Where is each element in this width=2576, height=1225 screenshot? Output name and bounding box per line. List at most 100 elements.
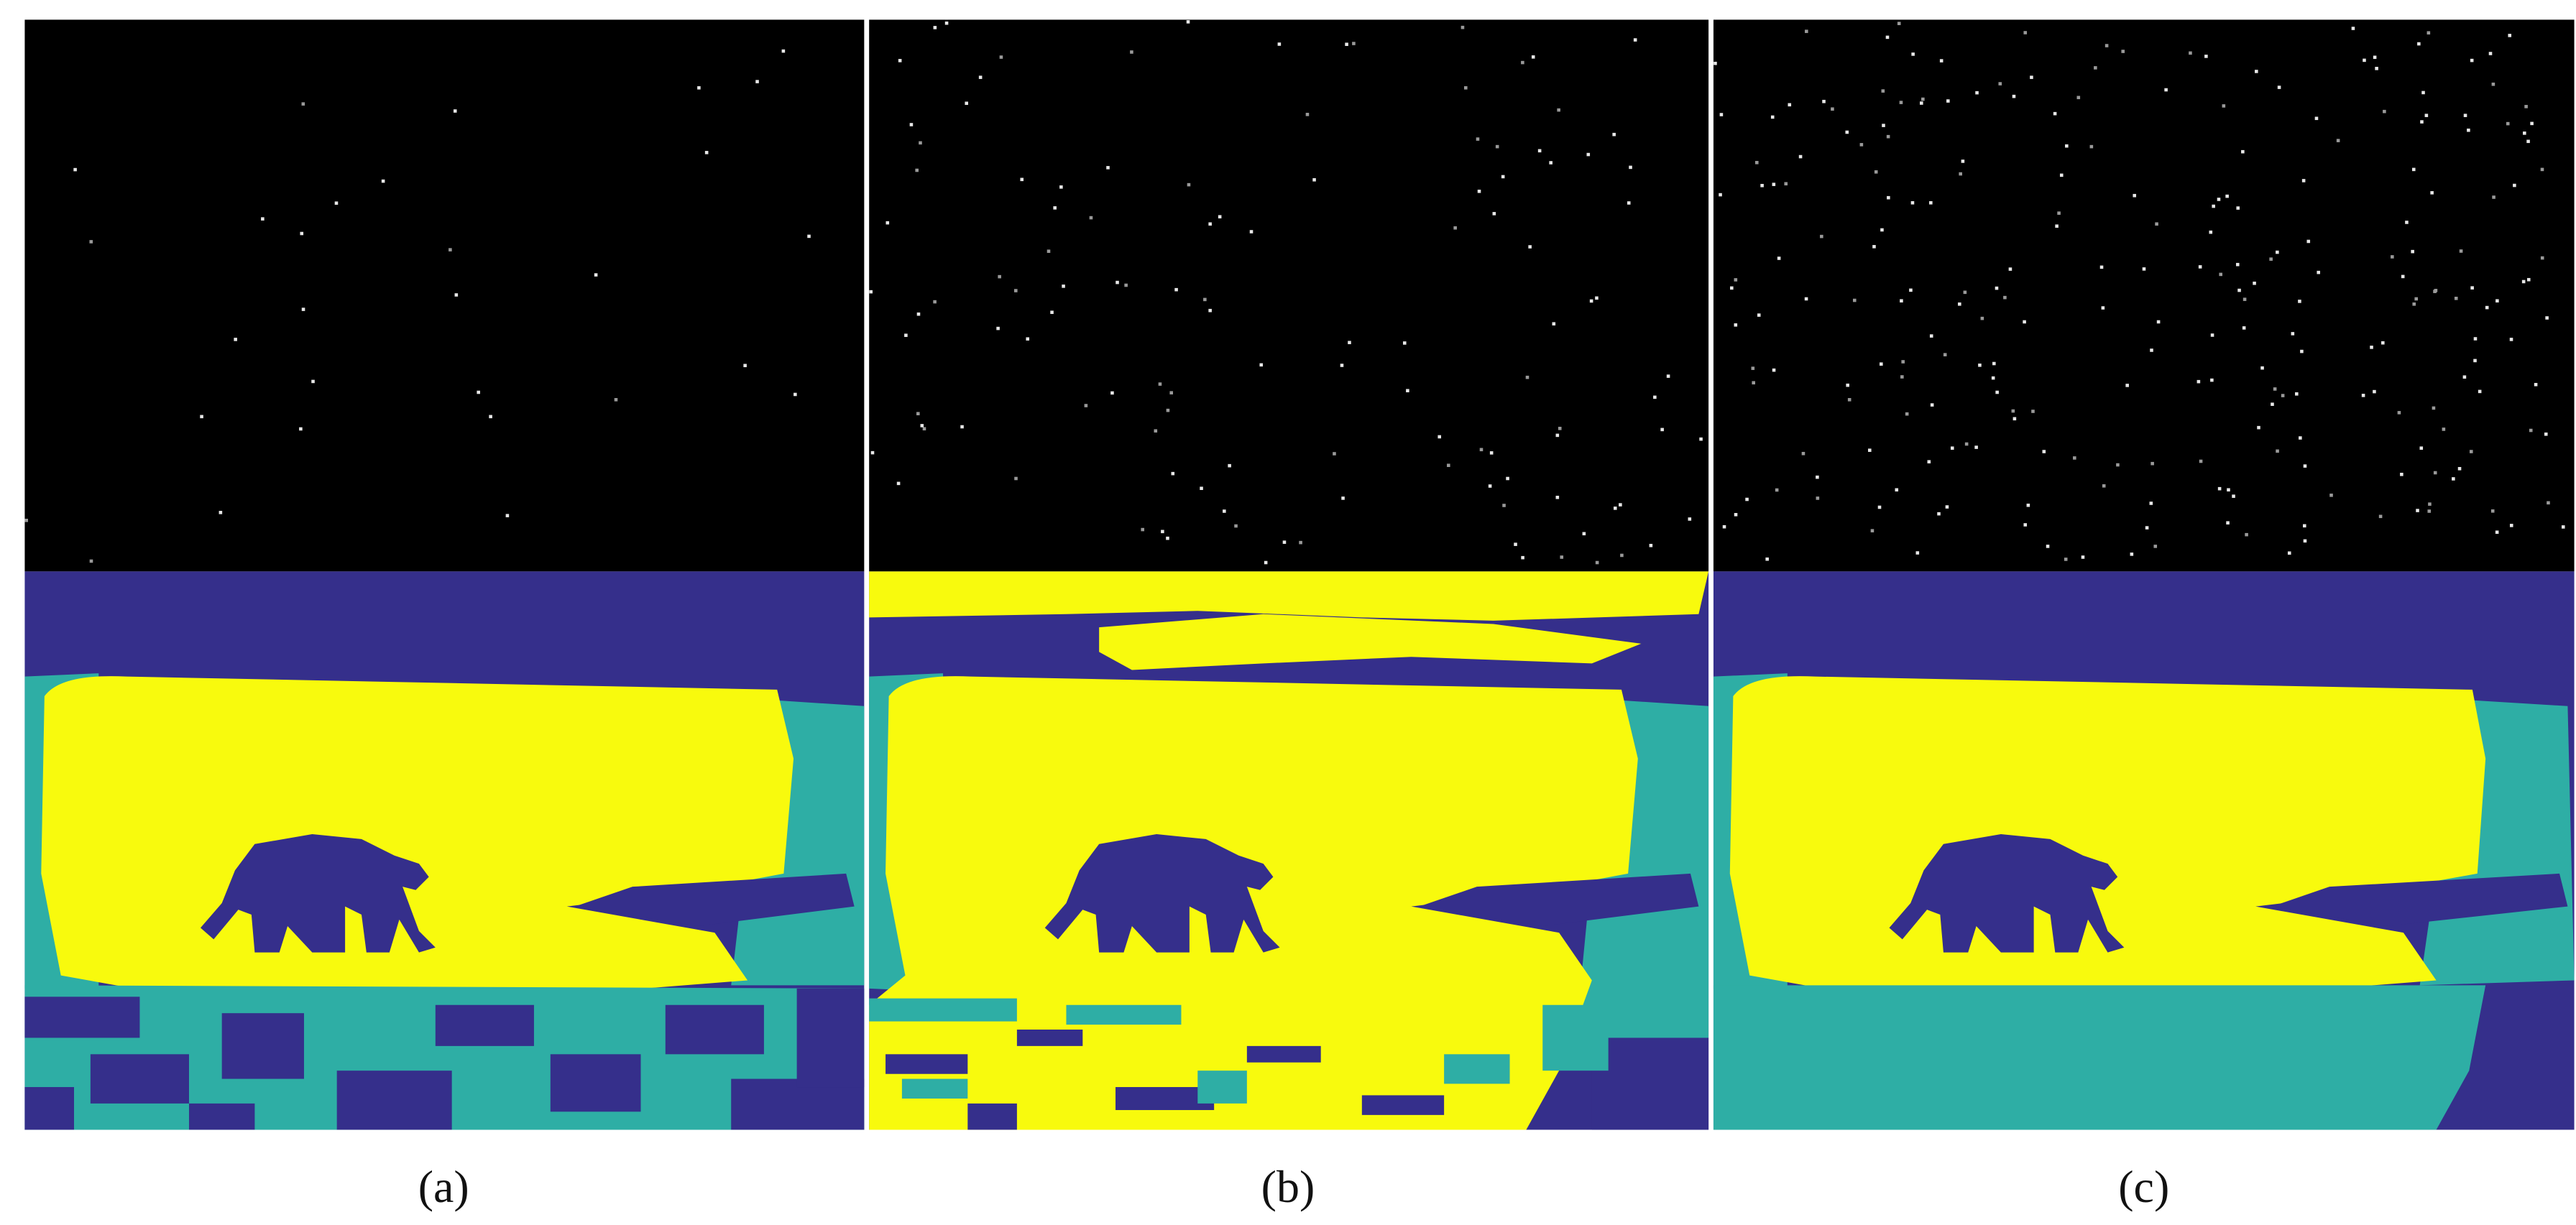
panel-a xyxy=(24,19,865,1130)
star xyxy=(2419,446,2424,450)
star xyxy=(1110,391,1114,395)
star xyxy=(1868,448,1872,452)
star xyxy=(2383,109,2386,114)
star xyxy=(1882,124,1885,127)
star xyxy=(2561,525,2565,529)
star xyxy=(743,364,747,368)
star xyxy=(1200,486,1203,490)
star xyxy=(2076,96,2081,100)
star xyxy=(2363,58,2366,63)
star xyxy=(2204,55,2208,58)
star xyxy=(2222,104,2226,108)
star xyxy=(594,273,598,277)
star xyxy=(2459,249,2463,253)
star xyxy=(807,234,811,239)
caption: (b) xyxy=(1261,1161,1315,1212)
star xyxy=(2198,265,2202,269)
yellow-region xyxy=(869,571,1709,621)
star xyxy=(1991,376,1995,380)
star xyxy=(2452,477,2455,481)
star xyxy=(2303,464,2307,468)
star xyxy=(2496,299,2499,302)
star xyxy=(1820,234,1823,239)
star xyxy=(896,481,901,486)
star xyxy=(2199,459,2203,463)
star xyxy=(2400,473,2404,476)
star xyxy=(477,390,480,394)
star xyxy=(2026,503,2030,507)
star xyxy=(1801,451,1806,456)
star xyxy=(1805,29,1808,33)
teal-patches xyxy=(869,998,1609,1104)
star xyxy=(919,141,922,145)
star xyxy=(200,415,203,419)
star xyxy=(1186,20,1190,24)
star xyxy=(1901,360,1905,364)
star xyxy=(2153,545,2158,548)
star xyxy=(2416,509,2419,512)
star xyxy=(1438,435,1442,439)
star xyxy=(448,248,452,251)
star xyxy=(24,518,29,522)
star xyxy=(2545,316,2549,320)
star xyxy=(1208,222,1212,226)
star xyxy=(2530,121,2534,126)
star xyxy=(1124,283,1128,287)
star xyxy=(1911,52,1915,56)
star xyxy=(1053,206,1057,210)
star xyxy=(1059,185,1063,189)
star xyxy=(920,424,924,427)
star xyxy=(2433,471,2437,475)
star xyxy=(1333,452,1336,456)
star xyxy=(2253,281,2256,285)
star xyxy=(2227,488,2230,492)
star xyxy=(2490,509,2495,513)
teal-region xyxy=(1713,985,2486,1130)
star xyxy=(2412,302,2416,306)
star xyxy=(1460,25,1465,29)
star xyxy=(922,427,926,431)
star xyxy=(89,240,93,244)
star xyxy=(1822,99,1826,103)
star xyxy=(1885,35,1890,40)
star xyxy=(1877,505,1882,509)
star xyxy=(1208,308,1212,313)
star xyxy=(1886,134,1890,139)
star xyxy=(2295,392,2299,396)
star xyxy=(1719,193,1722,197)
star xyxy=(965,101,969,106)
star xyxy=(1734,512,1738,517)
panel-c xyxy=(1713,19,2575,1130)
star xyxy=(1688,517,1692,521)
star xyxy=(2405,221,2409,224)
star xyxy=(1620,553,1624,558)
star xyxy=(1777,256,1781,260)
star xyxy=(2469,450,2473,453)
star xyxy=(1341,496,1345,500)
star xyxy=(1755,160,1759,165)
star xyxy=(999,55,1003,59)
star xyxy=(2299,436,2302,440)
star xyxy=(261,217,264,221)
star xyxy=(2303,539,2307,543)
star xyxy=(1613,507,1617,510)
star xyxy=(1501,175,1505,179)
star xyxy=(1816,475,1819,479)
star xyxy=(1402,341,1407,345)
star xyxy=(1528,245,1532,249)
panel-b xyxy=(869,19,1709,1130)
star xyxy=(1929,334,1933,338)
star xyxy=(2116,463,2120,467)
star xyxy=(299,427,303,431)
star xyxy=(2373,55,2377,60)
bear xyxy=(1044,834,1280,953)
star xyxy=(2291,332,2295,336)
blue-patches xyxy=(886,1030,1709,1130)
star xyxy=(1345,42,1348,46)
star xyxy=(2099,265,2104,269)
star xyxy=(1788,103,1792,107)
star xyxy=(1141,527,1145,532)
star xyxy=(2442,427,2446,431)
star xyxy=(2217,486,2222,491)
star xyxy=(1014,289,1018,292)
